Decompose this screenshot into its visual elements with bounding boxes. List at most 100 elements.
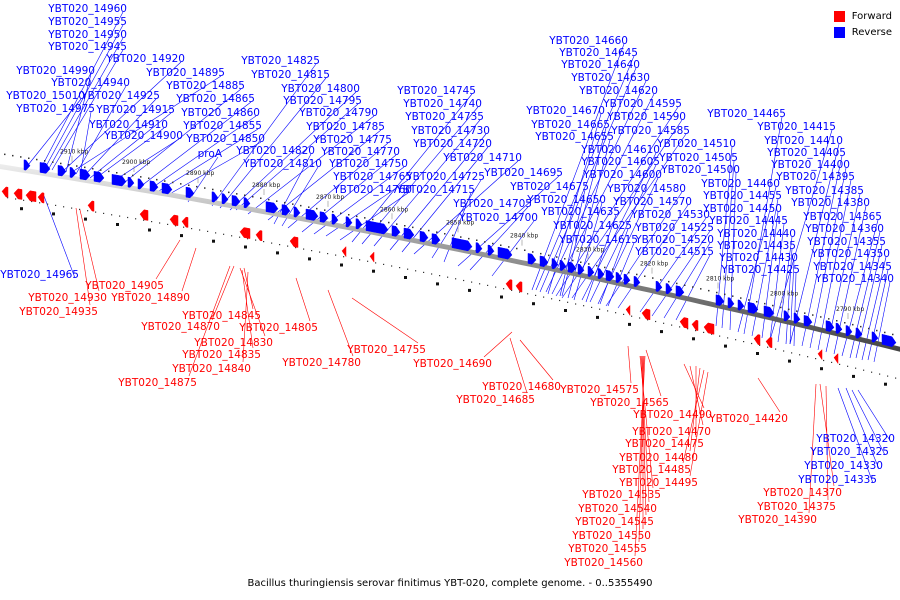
reverse-gene-arrow — [597, 268, 605, 280]
reverse-label-ybt020-14965: YBT020_14965 — [0, 269, 79, 281]
track-dot — [95, 211, 97, 213]
track-dot — [252, 196, 254, 198]
reverse-label-ybt020-14335: YBT020_14335 — [797, 474, 877, 486]
reverse-label-ybt020-14850: YBT020_14850 — [185, 133, 265, 145]
reverse-leader-line — [79, 111, 92, 177]
track-dot — [292, 203, 294, 205]
reverse-label-ybt020-14860: YBT020_14860 — [180, 107, 260, 119]
track-dot — [268, 198, 270, 201]
track-dot — [52, 161, 54, 163]
track-dot — [220, 190, 222, 192]
reverse-gene-arrow — [211, 191, 219, 203]
track-dot — [556, 256, 558, 258]
forward-gene-arrow — [25, 190, 37, 203]
reverse-leader-line — [61, 61, 182, 173]
track-dot — [820, 316, 822, 318]
track-dot — [671, 324, 673, 326]
track-dot — [287, 245, 289, 247]
scale-tick-label: 2850 kbp — [446, 219, 474, 226]
track-dot — [796, 310, 798, 312]
track-dot — [660, 279, 662, 281]
reverse-label-ybt020-14730: YBT020_14730 — [410, 125, 490, 137]
reverse-label-ybt020-14450: YBT020_14450 — [702, 203, 782, 215]
reverse-label-ybt020-14345: YBT020_14345 — [812, 261, 892, 273]
reverse-label-ybt020-14670: YBT020_14670 — [525, 105, 605, 117]
reverse-label-ybt020-14955: YBT020_14955 — [47, 16, 127, 28]
track-dot — [495, 286, 497, 288]
track-dot — [599, 308, 601, 310]
track-dot — [527, 293, 529, 295]
forward-label-ybt020-14485: YBT020_14485 — [611, 464, 691, 476]
forward-label-ybt020-14390: YBT020_14390 — [737, 514, 817, 526]
reverse-label-ybt020-14510: YBT020_14510 — [656, 138, 736, 150]
track-dot — [332, 211, 334, 213]
reverse-leader-line — [585, 214, 617, 303]
reverse-leader-line — [651, 230, 711, 317]
reverse-label-ybt020-14655: YBT020_14655 — [534, 131, 614, 143]
reverse-label-ybt020-14820: YBT020_14820 — [235, 145, 315, 157]
forward-leader-line — [483, 331, 513, 358]
forward-label-ybt020-14755: YBT020_14755 — [346, 344, 426, 356]
forward-leader-line — [645, 349, 662, 397]
track-dot — [412, 226, 414, 229]
track-dot — [212, 188, 214, 191]
track-dot — [716, 291, 718, 294]
track-dot — [628, 271, 630, 274]
forward-gene-arrow — [833, 352, 839, 365]
track-dot — [756, 301, 758, 303]
track-dot — [308, 206, 310, 208]
track-dot — [487, 284, 489, 286]
reverse-gene-arrow — [835, 322, 843, 334]
track-dot — [231, 235, 233, 237]
scale-tick-label: 2830 kbp — [576, 247, 604, 254]
track-dot — [564, 258, 566, 260]
reverse-gene-arrow — [845, 325, 853, 337]
track-dot — [588, 263, 590, 265]
track-dot — [591, 306, 593, 308]
track-dot — [428, 229, 430, 232]
forward-label-ybt020-14835: YBT020_14835 — [181, 349, 261, 361]
reverse-gene-arrow — [587, 265, 595, 277]
reverse-leader-line — [401, 146, 489, 253]
track-dot — [47, 203, 49, 205]
reverse-label-ybt020-14640: YBT020_14640 — [560, 59, 640, 71]
track-mark — [340, 263, 343, 267]
track-dot — [124, 173, 126, 175]
track-dot — [356, 215, 358, 218]
reverse-gene-arrow — [265, 201, 279, 214]
reverse-gene-arrow — [127, 176, 135, 188]
track-dot — [140, 176, 142, 178]
reverse-label-ybt020-14320: YBT020_14320 — [815, 433, 895, 445]
reverse-leader-line — [219, 77, 327, 209]
reverse-leader-line — [789, 143, 840, 345]
track-dot — [204, 187, 206, 189]
forward-leader-line — [808, 383, 817, 514]
track-mark — [884, 382, 887, 386]
track-dot — [575, 303, 577, 305]
label-leader-lines — [23, 11, 892, 557]
track-mark — [692, 337, 695, 341]
track-dot — [692, 286, 694, 288]
reverse-leader-line — [555, 106, 679, 297]
track-dot — [631, 315, 633, 317]
reverse-gene-arrow — [331, 213, 339, 225]
reverse-leader-line — [413, 160, 519, 255]
forward-gene-arrow — [505, 279, 513, 291]
reverse-label-ybt020-14415: YBT020_14415 — [756, 121, 836, 133]
reverse-leader-line — [837, 387, 874, 484]
track-dot — [156, 178, 158, 181]
scale-tick-label: 2880 kbp — [252, 182, 280, 189]
track-mark — [436, 282, 439, 286]
track-dot — [335, 254, 337, 256]
track-dot — [772, 304, 774, 307]
track-dot — [684, 284, 686, 286]
track-mark — [756, 352, 759, 355]
forward-gene-arrow — [13, 188, 23, 200]
reverse-label-ybt020-14895: YBT020_14895 — [145, 67, 225, 79]
reverse-label-ybt020-14580: YBT020_14580 — [606, 183, 686, 195]
track-dot — [711, 333, 713, 335]
reverse-label-ybt020-14435: YBT020_14435 — [716, 240, 796, 252]
track-dot — [316, 207, 318, 210]
reverse-gene-arrow — [737, 299, 745, 311]
reverse-label-ybt020-14465: YBT020_14465 — [706, 108, 786, 120]
